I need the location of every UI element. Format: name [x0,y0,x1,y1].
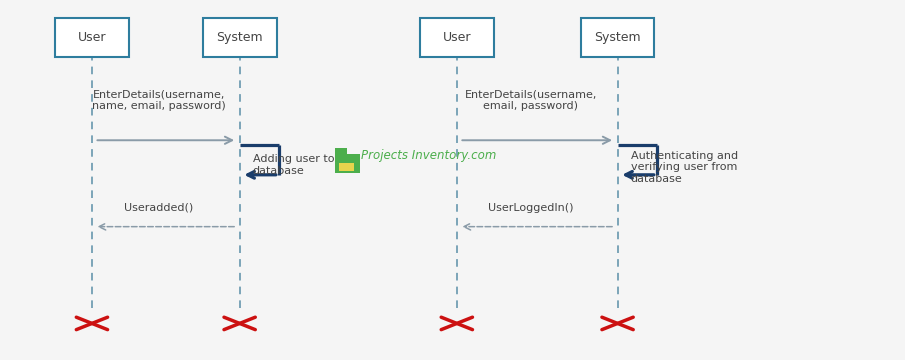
FancyBboxPatch shape [203,18,277,57]
Text: EnterDetails(username,
name, email, password): EnterDetails(username, name, email, pass… [92,89,225,111]
Text: System: System [216,31,263,44]
Text: System: System [595,31,641,44]
FancyBboxPatch shape [335,148,348,154]
FancyBboxPatch shape [581,18,654,57]
Text: Projects Inventory.com: Projects Inventory.com [361,149,497,162]
FancyBboxPatch shape [420,18,494,57]
Text: UserLoggedIn(): UserLoggedIn() [488,203,574,213]
FancyBboxPatch shape [338,163,355,171]
Text: Useradded(): Useradded() [124,203,194,213]
Text: EnterDetails(username,
email, password): EnterDetails(username, email, password) [464,89,597,111]
Text: User: User [78,31,106,44]
FancyBboxPatch shape [55,18,129,57]
Text: User: User [443,31,472,44]
Text: Authenticating and
verifying user from
database: Authenticating and verifying user from d… [631,150,738,184]
FancyBboxPatch shape [335,154,359,173]
Text: Adding user to
database: Adding user to database [252,154,334,176]
